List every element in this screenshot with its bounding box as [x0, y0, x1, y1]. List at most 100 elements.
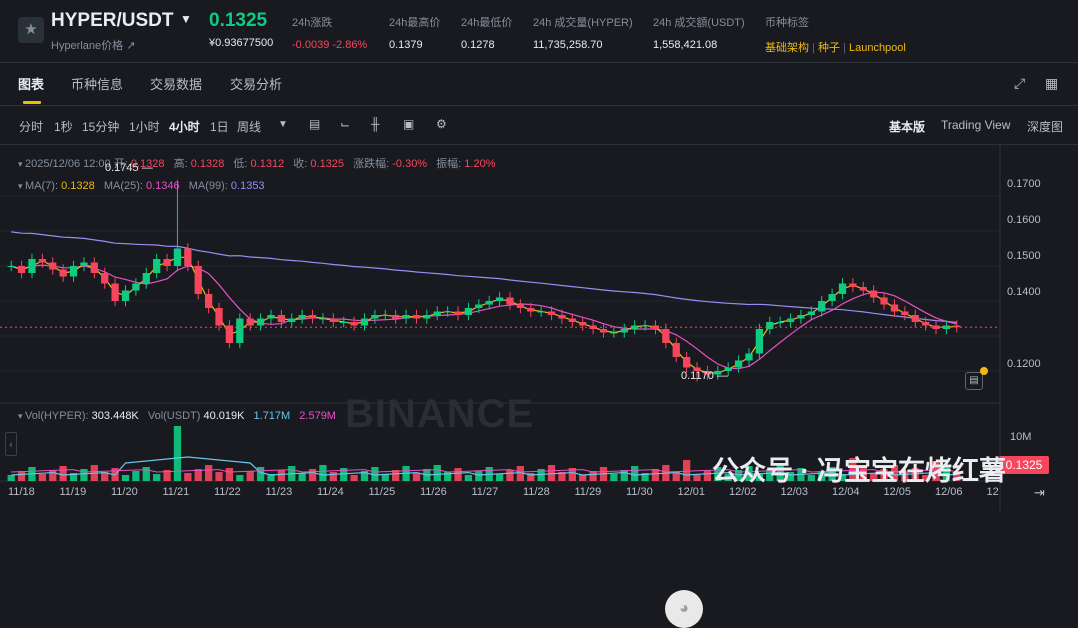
pair-subtitle[interactable]: Hyperlane价格 ↗ — [51, 40, 136, 52]
candle-body — [277, 315, 286, 322]
date-tick: 11/25 — [368, 486, 396, 498]
tag-link[interactable]: 种子 — [817, 42, 840, 54]
candle-body — [953, 325, 961, 328]
view-tradingview[interactable]: Trading View — [941, 118, 1011, 132]
candle-body — [433, 311, 441, 315]
candle-body — [589, 325, 597, 329]
interval-1d[interactable]: 1日 — [210, 120, 229, 134]
candle-body — [163, 259, 171, 266]
tab-coin-info[interactable]: 币种信息 — [71, 77, 124, 92]
candle-body — [38, 259, 47, 263]
candle-body — [454, 311, 462, 315]
candle-body — [288, 318, 296, 322]
volume-bar — [682, 460, 691, 481]
candle-body — [215, 308, 223, 326]
candle-body — [776, 322, 784, 323]
candle-body — [714, 371, 722, 375]
date-tick: 11/26 — [420, 486, 447, 498]
volume-bar — [568, 468, 576, 481]
volume-bar — [412, 473, 421, 481]
volume-bar — [880, 469, 888, 481]
star-icon[interactable]: ★ — [18, 17, 44, 43]
price-tick: 0.1400 — [1007, 286, 1041, 298]
indicator-icon[interactable]: ⌙ — [340, 117, 351, 131]
order-book-icon[interactable]: ▤ — [965, 372, 983, 390]
kline-chart[interactable]: BINANCE ▾ 2025/12/06 12:00 开: 0.1328 高: … — [0, 145, 1078, 628]
candle-body — [142, 273, 150, 284]
kline-svg[interactable] — [0, 145, 1078, 511]
date-tick: 12/02 — [729, 486, 757, 498]
candle-type-icon[interactable]: ╫ — [371, 117, 380, 131]
interval-1s[interactable]: 1秒 — [54, 120, 73, 134]
chevron-left-icon[interactable]: ‹ — [5, 432, 17, 456]
calendar-icon[interactable]: ▤ — [309, 117, 321, 131]
interval-1w[interactable]: 周线 — [237, 120, 262, 134]
scroll-end-icon[interactable]: ⇥ — [1034, 485, 1045, 500]
candle-body — [506, 297, 514, 305]
ma99-value: 0.1353 — [230, 180, 265, 192]
volume-bar — [142, 467, 150, 481]
tab-trading-analysis[interactable]: 交易分析 — [230, 77, 283, 92]
template-icon[interactable]: ▣ — [403, 117, 415, 131]
tab-chart[interactable]: 图表 — [18, 77, 45, 92]
chevron-down-icon[interactable]: ▼ — [278, 119, 288, 130]
interval-1h[interactable]: 1小时 — [129, 120, 160, 134]
volume-bar — [454, 468, 462, 481]
volume-bar — [558, 472, 566, 481]
volume-bar — [184, 473, 192, 481]
volume-bar — [818, 471, 826, 481]
candle-body — [340, 322, 348, 323]
candle-body — [870, 290, 878, 298]
candle-body — [402, 315, 410, 319]
ma99-line — [11, 231, 957, 323]
vol-hyper-value: 303.448K — [91, 410, 139, 422]
candle-body — [329, 318, 337, 322]
candle-body — [298, 315, 306, 319]
high-marker: 0.1745 — — [105, 162, 153, 174]
volume-bar — [381, 474, 389, 481]
view-basic[interactable]: 基本版 — [889, 120, 926, 134]
expand-icon[interactable]: ⤢ — [1014, 75, 1026, 91]
candle-body — [256, 318, 265, 326]
ohlc-amplitude: 1.20% — [464, 158, 496, 170]
tab-trading-data[interactable]: 交易数据 — [150, 77, 203, 92]
candle-body — [443, 311, 452, 313]
date-tick: 11/23 — [265, 486, 293, 498]
interval-4h[interactable]: 4小时 — [169, 120, 200, 134]
stat-label: 24h 成交量(HYPER) — [533, 17, 633, 29]
volume-bar — [828, 467, 836, 481]
candle-body — [579, 322, 587, 326]
view-depth[interactable]: 深度图 — [1027, 120, 1064, 134]
candle-body — [225, 325, 234, 343]
gear-icon[interactable]: ⚙ — [436, 117, 447, 131]
volume-bar — [163, 470, 171, 481]
candle-body — [267, 315, 275, 319]
date-tick: 11/19 — [59, 486, 87, 498]
candle-body — [360, 318, 369, 326]
volume-bar — [547, 465, 556, 481]
candle-body — [911, 315, 919, 322]
chevron-down-icon[interactable]: ▼ — [180, 12, 192, 26]
stat-label: 24h最高价 — [389, 17, 441, 29]
volume-bar — [340, 468, 348, 481]
pair-name[interactable]: HYPER/USDT — [51, 10, 174, 31]
volume-bar — [672, 472, 680, 481]
tab-active-indicator — [23, 101, 41, 104]
candle-body — [7, 266, 15, 267]
candle-body — [890, 304, 899, 312]
candle-body — [350, 322, 358, 326]
candle-body — [495, 297, 504, 301]
interval-time[interactable]: 分时 — [19, 120, 44, 134]
volume-bar — [911, 468, 919, 481]
volume-bar — [69, 473, 78, 481]
price-tick: 0.1700 — [1007, 178, 1041, 190]
volume-bar — [755, 473, 764, 481]
tag-link[interactable]: 基础架构 — [765, 42, 809, 54]
tag-link[interactable]: Launchpool — [848, 42, 906, 54]
candle-body — [485, 301, 493, 305]
layout-icon[interactable]: ▦ — [1045, 75, 1059, 91]
interval-15m[interactable]: 15分钟 — [82, 120, 120, 134]
candle-body — [121, 290, 130, 301]
volume-bar — [215, 472, 223, 481]
volume-bar — [921, 475, 930, 481]
